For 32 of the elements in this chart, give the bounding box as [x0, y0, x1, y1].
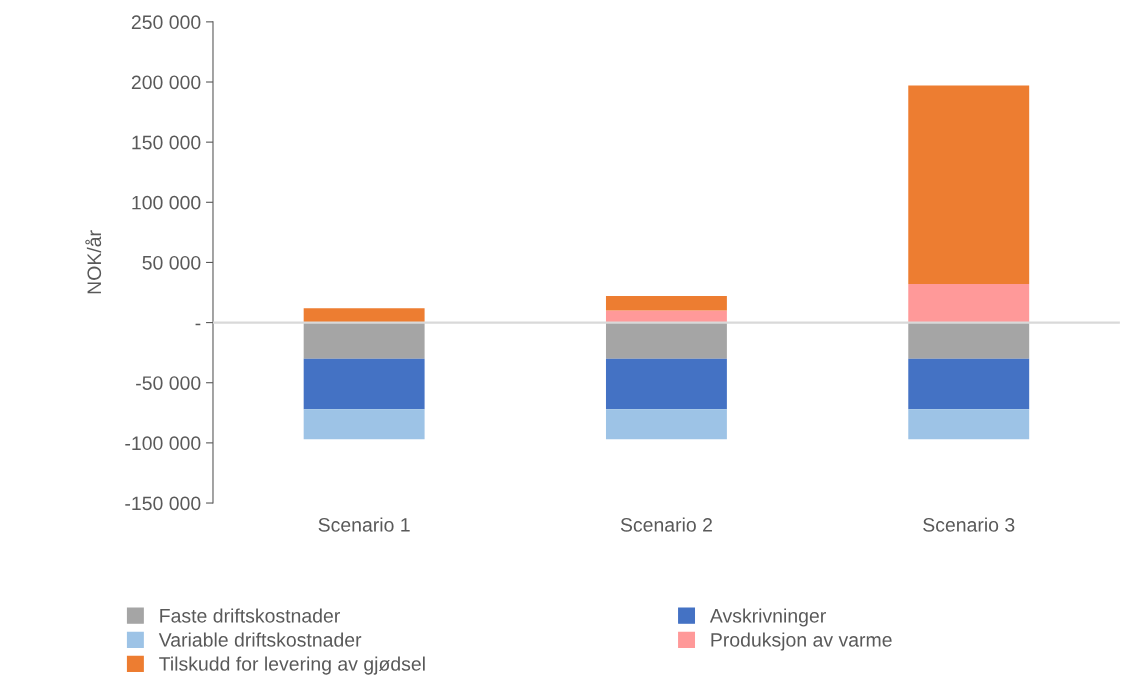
bar	[605, 310, 727, 323]
y-axis-title: NOK/år	[85, 230, 102, 294]
y-tick-label: 50 000	[142, 255, 201, 270]
bar	[908, 358, 1030, 410]
bar	[605, 409, 727, 440]
y-tick-label: 100 000	[132, 195, 201, 210]
legend-label: Variable driftskostnader	[158, 632, 362, 647]
y-tick-label: -	[195, 323, 201, 326]
y-tick-label: -50 000	[136, 376, 201, 390]
bar	[908, 284, 1030, 323]
bar	[605, 322, 727, 359]
bar	[908, 409, 1030, 440]
y-tick-label: -100 000	[125, 436, 201, 451]
x-tick-label: Scenario 3	[923, 517, 1015, 532]
bar	[303, 409, 425, 440]
y-tick-label: 200 000	[131, 75, 201, 90]
bar	[605, 358, 727, 410]
bar	[908, 322, 1030, 359]
bar	[303, 322, 425, 359]
x-tick-label: Scenario 1	[318, 517, 410, 532]
legend-label: Avskrivninger	[709, 608, 826, 627]
legend-label: Tilskudd for levering av gjødsel	[159, 656, 425, 675]
x-tick-label: Scenario 2	[620, 517, 712, 532]
bar	[908, 85, 1030, 285]
y-tick-label: 150 000	[132, 135, 201, 150]
bar	[605, 296, 727, 311]
y-tick-label: -150 000	[125, 496, 201, 511]
y-tick-label: 250 000	[131, 15, 201, 30]
legend-label: Faste driftskostnader	[160, 608, 340, 623]
bar	[303, 308, 425, 323]
bar	[303, 358, 425, 410]
legend-label: Produksjon av varme	[711, 632, 892, 651]
